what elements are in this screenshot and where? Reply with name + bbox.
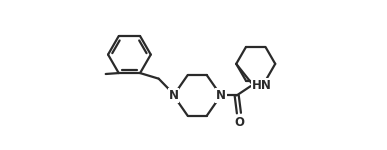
Text: N: N (216, 89, 226, 102)
Text: O: O (234, 116, 244, 129)
Text: HN: HN (252, 79, 271, 92)
Text: N: N (168, 89, 178, 102)
